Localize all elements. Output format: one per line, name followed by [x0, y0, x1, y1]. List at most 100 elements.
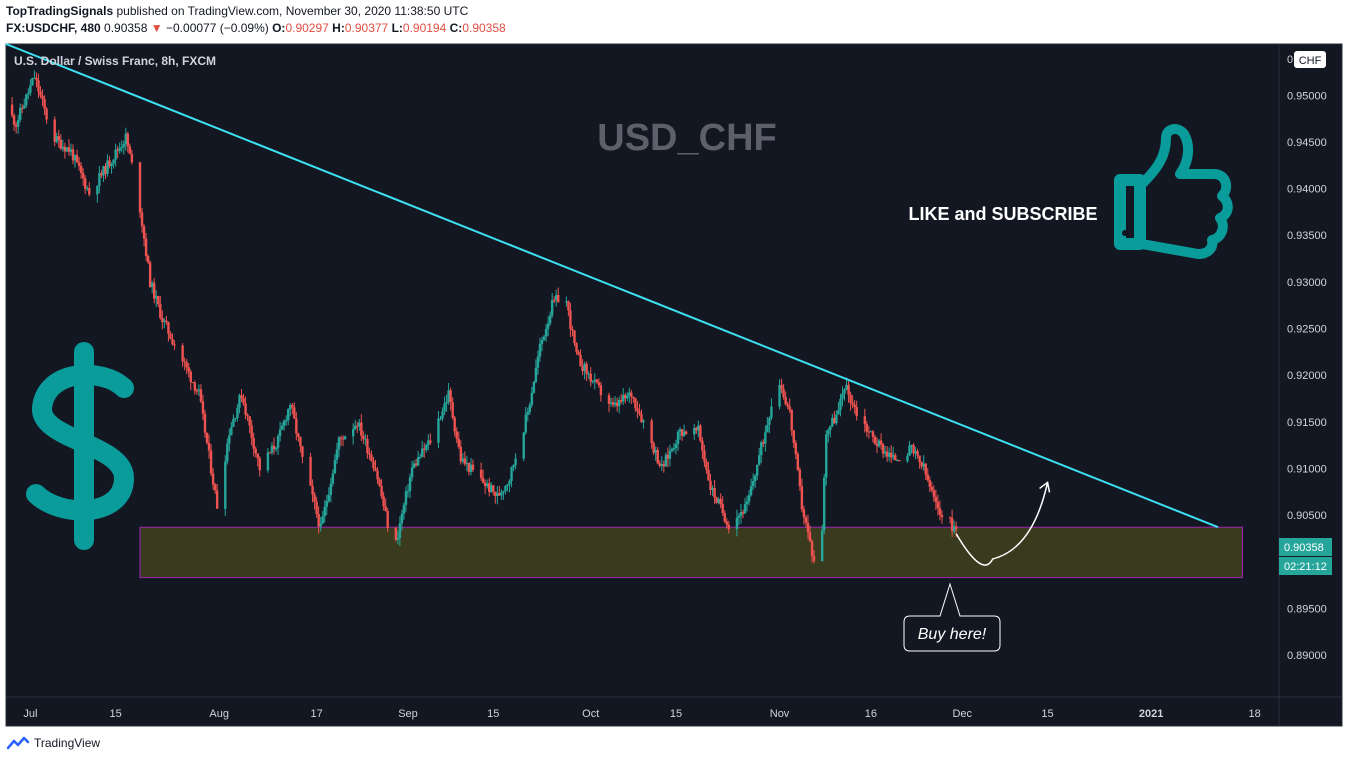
candle: [638, 411, 641, 414]
candle: [906, 455, 909, 462]
candle: [313, 494, 316, 502]
candle: [469, 464, 473, 472]
candle: [165, 320, 168, 323]
candle: [542, 336, 546, 341]
candle: [246, 414, 249, 417]
candle: [394, 528, 398, 540]
candle: [599, 385, 603, 396]
candle: [203, 413, 207, 433]
candle: [447, 390, 450, 402]
candle: [43, 99, 46, 109]
publisher-name[interactable]: TopTradingSignals: [6, 4, 114, 18]
candle: [784, 396, 787, 405]
candle: [150, 282, 154, 288]
candle: [16, 119, 20, 127]
candle: [416, 457, 420, 466]
candle: [727, 524, 730, 530]
candle: [741, 512, 745, 514]
candle: [55, 136, 58, 142]
candle: [451, 402, 454, 418]
candle: [770, 406, 773, 418]
currency-badge[interactable]: CHF: [1294, 51, 1326, 68]
candle: [398, 523, 402, 539]
candle: [508, 480, 511, 485]
candle: [83, 178, 87, 189]
candle: [717, 499, 720, 503]
candle: [41, 95, 44, 100]
candle: [25, 94, 28, 106]
candle: [892, 455, 895, 458]
candle: [100, 173, 103, 176]
candle: [890, 452, 893, 458]
candle: [378, 479, 381, 486]
candle: [640, 413, 643, 423]
support-zone: [139, 526, 1243, 579]
candle: [705, 461, 708, 470]
candle: [280, 425, 284, 430]
low-label: L:: [391, 21, 403, 35]
candle: [496, 493, 499, 496]
candle: [932, 490, 936, 497]
candle: [161, 318, 164, 323]
high-value: 0.90377: [344, 21, 389, 35]
candle: [536, 356, 540, 368]
candle: [321, 516, 324, 524]
candle: [662, 464, 666, 467]
candle: [751, 481, 755, 487]
candle: [284, 420, 288, 422]
candle: [735, 517, 739, 530]
candle: [120, 147, 123, 149]
candle: [658, 463, 661, 466]
candle: [311, 485, 314, 495]
candle: [914, 451, 917, 454]
candle: [441, 411, 444, 419]
candle: [77, 162, 81, 166]
instrument-label: U.S. Dollar / Swiss Franc, 8h, FXCM: [14, 54, 216, 68]
candle: [341, 438, 345, 440]
candle: [910, 444, 913, 446]
price-axis[interactable]: [1279, 44, 1342, 726]
candle: [654, 449, 657, 453]
candle: [252, 437, 255, 449]
candle: [522, 432, 525, 459]
candle: [382, 496, 385, 507]
chart-background: [6, 44, 1279, 726]
candle: [130, 153, 134, 163]
candle: [372, 461, 375, 469]
candle: [524, 414, 527, 433]
candle: [579, 354, 582, 367]
candle: [670, 448, 674, 451]
candle: [494, 491, 497, 496]
footer-brand[interactable]: TradingView: [34, 736, 101, 750]
candle: [786, 404, 789, 407]
candle: [636, 408, 639, 412]
price-change: −0.00077 (−0.09%): [166, 21, 269, 35]
candle: [45, 108, 48, 120]
candle: [540, 340, 544, 344]
candle: [278, 429, 282, 437]
candle: [514, 458, 517, 466]
countdown-tag-text: 02:21:12: [1284, 561, 1327, 573]
candle: [65, 147, 69, 152]
candle: [191, 382, 194, 384]
candle: [368, 453, 371, 455]
currency-badge-text: CHF: [1299, 55, 1322, 67]
candle: [577, 351, 580, 355]
candle: [327, 494, 331, 502]
candle: [739, 512, 743, 516]
candle: [73, 155, 77, 161]
candle: [61, 146, 65, 149]
candle: [297, 433, 300, 437]
y-tick-label: 0.91500: [1287, 417, 1327, 429]
candle: [35, 77, 38, 81]
candle: [908, 445, 911, 456]
down-arrow-icon: ▼: [150, 21, 163, 35]
candle: [112, 159, 115, 164]
candle: [329, 483, 333, 495]
candle: [595, 379, 599, 383]
candle: [282, 420, 286, 426]
candle: [185, 362, 188, 368]
candle: [753, 475, 757, 482]
candle: [812, 556, 816, 562]
